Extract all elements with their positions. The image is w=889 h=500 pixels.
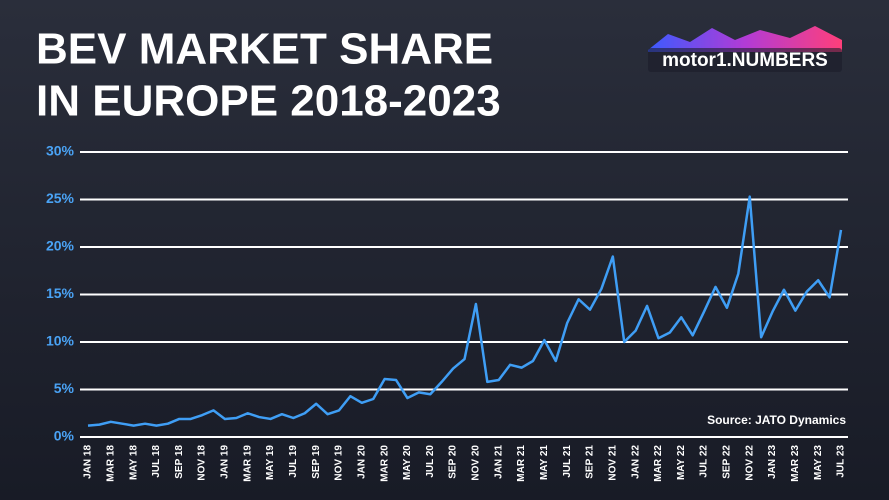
y-tick-label: 20% xyxy=(46,238,75,254)
x-tick-label: MAY 22 xyxy=(676,445,687,480)
x-tick-label: MAR 20 xyxy=(379,445,390,482)
data-line xyxy=(87,195,843,427)
x-tick-label: SEP 18 xyxy=(174,445,185,479)
y-tick-label: 15% xyxy=(46,285,75,301)
x-tick-label: MAR 23 xyxy=(790,445,801,482)
logo: motor1.NUMBERS xyxy=(662,50,828,71)
x-tick-label: MAY 21 xyxy=(539,445,550,480)
x-tick-label: JAN 18 xyxy=(83,445,94,479)
x-tick-label: JUL 18 xyxy=(151,445,162,478)
x-tick-label: JUL 19 xyxy=(288,445,299,478)
x-tick-label: JUL 20 xyxy=(425,445,436,478)
chart-title: BEV MARKET SHARE xyxy=(36,25,493,74)
y-tick-label: 0% xyxy=(54,428,75,444)
x-tick-label: SEP 19 xyxy=(311,445,322,479)
x-tick-label: NOV 18 xyxy=(197,445,208,481)
x-tick-label: MAY 19 xyxy=(265,445,276,480)
x-tick-label: SEP 21 xyxy=(585,445,596,479)
y-tick-label: 10% xyxy=(46,333,75,349)
x-tick-label: SEP 22 xyxy=(722,445,733,479)
y-tick-label: 5% xyxy=(54,380,75,396)
source: Source: JATO Dynamics xyxy=(707,413,846,427)
x-tick-label: JAN 21 xyxy=(493,445,504,479)
x-tick-label: MAR 21 xyxy=(516,445,527,482)
x-tick-label: MAY 23 xyxy=(813,445,824,480)
x-tick-label: NOV 20 xyxy=(471,445,482,481)
x-tick-label: JAN 22 xyxy=(630,445,641,479)
x-tick-label: MAY 20 xyxy=(402,445,413,480)
x-tick-label: NOV 22 xyxy=(744,445,755,481)
x-tick-label: NOV 21 xyxy=(607,445,618,481)
x-tick-label: SEP 20 xyxy=(448,445,459,479)
x-tick-label: MAR 19 xyxy=(242,445,253,482)
chart-title: IN EUROPE 2018-2023 xyxy=(36,77,501,126)
x-tick-label: MAR 18 xyxy=(105,445,116,482)
x-tick-label: NOV 19 xyxy=(334,445,345,481)
x-tick-label: MAR 22 xyxy=(653,445,664,482)
x-tick-label: JAN 19 xyxy=(220,445,231,479)
y-tick-label: 30% xyxy=(46,143,75,159)
logo-band xyxy=(648,48,842,72)
x-tick-label: JAN 20 xyxy=(356,445,367,479)
logo-mountains xyxy=(648,26,842,52)
y-tick-label: 25% xyxy=(46,190,75,206)
x-tick-label: MAY 18 xyxy=(128,445,139,480)
x-tick-label: JUL 21 xyxy=(562,445,573,478)
x-tick-label: JAN 23 xyxy=(767,445,778,479)
x-tick-label: JUL 23 xyxy=(836,445,847,478)
x-tick-label: JUL 22 xyxy=(699,445,710,478)
